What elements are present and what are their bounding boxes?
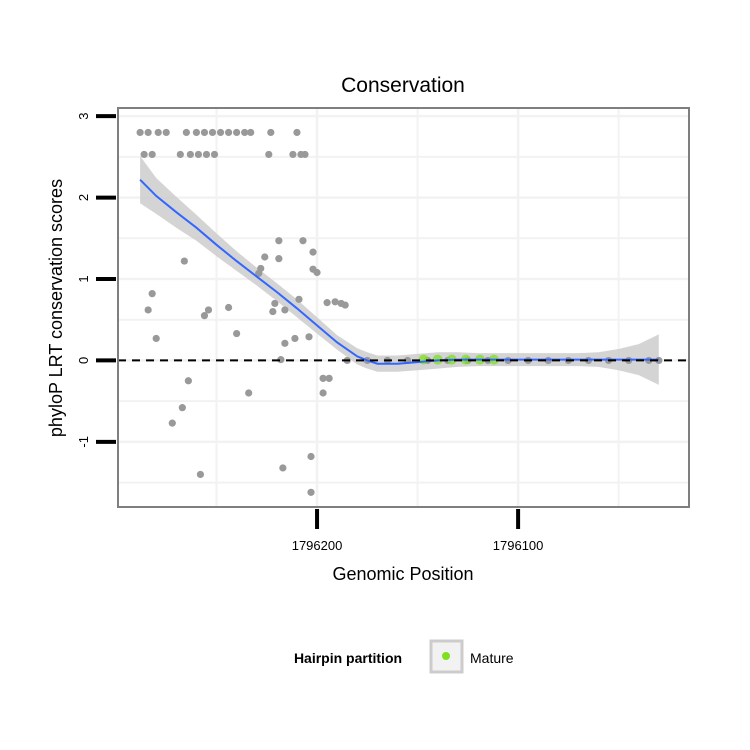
data-point bbox=[196, 470, 205, 479]
data-point bbox=[182, 128, 190, 137]
x-axis: 1796200 1796100 bbox=[292, 509, 544, 553]
data-point bbox=[279, 464, 287, 472]
data-point bbox=[245, 389, 253, 397]
data-point bbox=[301, 150, 309, 159]
data-point bbox=[233, 128, 241, 137]
data-point bbox=[307, 488, 315, 496]
data-point bbox=[241, 128, 249, 137]
panel-border bbox=[117, 107, 690, 508]
data-point bbox=[265, 150, 273, 159]
data-point bbox=[140, 150, 148, 159]
legend-title: Hairpin partition bbox=[294, 650, 402, 666]
data-point bbox=[341, 301, 349, 309]
data-point bbox=[331, 298, 339, 306]
data-point bbox=[194, 150, 203, 159]
data-point bbox=[210, 150, 219, 159]
data-point bbox=[208, 128, 217, 137]
legend: Hairpin partition Mature bbox=[294, 639, 514, 674]
data-point bbox=[148, 290, 156, 298]
y-tick-label: 3 bbox=[76, 113, 91, 120]
data-point bbox=[192, 128, 201, 137]
data-point bbox=[180, 257, 188, 265]
data-point bbox=[200, 312, 209, 320]
data-point bbox=[186, 150, 194, 159]
y-axis: -1 0 1 2 3 bbox=[76, 113, 116, 448]
data-point bbox=[204, 306, 213, 314]
data-point bbox=[184, 377, 192, 385]
x-tick-label: 1796200 bbox=[292, 538, 343, 553]
x-tick-label: 1796100 bbox=[493, 538, 544, 553]
chart-title: Conservation bbox=[341, 74, 465, 97]
data-point bbox=[154, 128, 162, 137]
data-point bbox=[313, 268, 321, 277]
data-point bbox=[247, 128, 255, 137]
data-point bbox=[309, 248, 317, 256]
data-point bbox=[152, 334, 160, 343]
data-point bbox=[323, 299, 331, 307]
data-point bbox=[269, 307, 277, 316]
data-point bbox=[200, 128, 209, 137]
data-point bbox=[136, 128, 144, 137]
data-point bbox=[319, 389, 327, 397]
data-point bbox=[319, 374, 327, 382]
data-point bbox=[255, 269, 263, 277]
data-point bbox=[233, 329, 241, 338]
data-point bbox=[148, 150, 156, 159]
data-point bbox=[289, 150, 297, 159]
legend-key-mature-dot bbox=[442, 652, 450, 660]
data-point bbox=[281, 306, 289, 314]
y-tick-label: 2 bbox=[76, 194, 91, 201]
data-point bbox=[299, 237, 307, 245]
y-axis-label: phyloP LRT conservation scores bbox=[46, 179, 66, 437]
data-point bbox=[144, 306, 152, 314]
y-tick-label: 1 bbox=[76, 275, 91, 282]
data-point bbox=[224, 303, 233, 312]
data-point bbox=[168, 419, 176, 427]
data-point bbox=[307, 452, 315, 461]
data-point bbox=[202, 150, 211, 159]
y-tick-label: 0 bbox=[76, 357, 91, 364]
grid-lines bbox=[118, 108, 689, 507]
legend-label-mature: Mature bbox=[470, 650, 514, 666]
data-point bbox=[216, 128, 225, 137]
x-axis-label: Genomic Position bbox=[332, 564, 473, 584]
data-point bbox=[162, 128, 170, 137]
data-point bbox=[176, 150, 184, 159]
data-point bbox=[271, 299, 279, 308]
data-point bbox=[224, 128, 233, 137]
data-point bbox=[267, 128, 275, 137]
data-point bbox=[178, 404, 186, 412]
data-point bbox=[275, 237, 283, 245]
data-point bbox=[275, 255, 283, 263]
y-tick-label: -1 bbox=[76, 436, 91, 448]
data-point bbox=[281, 339, 289, 347]
plot-panel bbox=[118, 108, 689, 507]
data-point bbox=[295, 295, 303, 303]
data-point bbox=[144, 128, 152, 137]
data-point bbox=[305, 333, 313, 341]
data-point bbox=[261, 253, 269, 261]
data-point bbox=[291, 334, 299, 343]
data-point bbox=[325, 374, 333, 382]
data-point bbox=[293, 128, 301, 137]
